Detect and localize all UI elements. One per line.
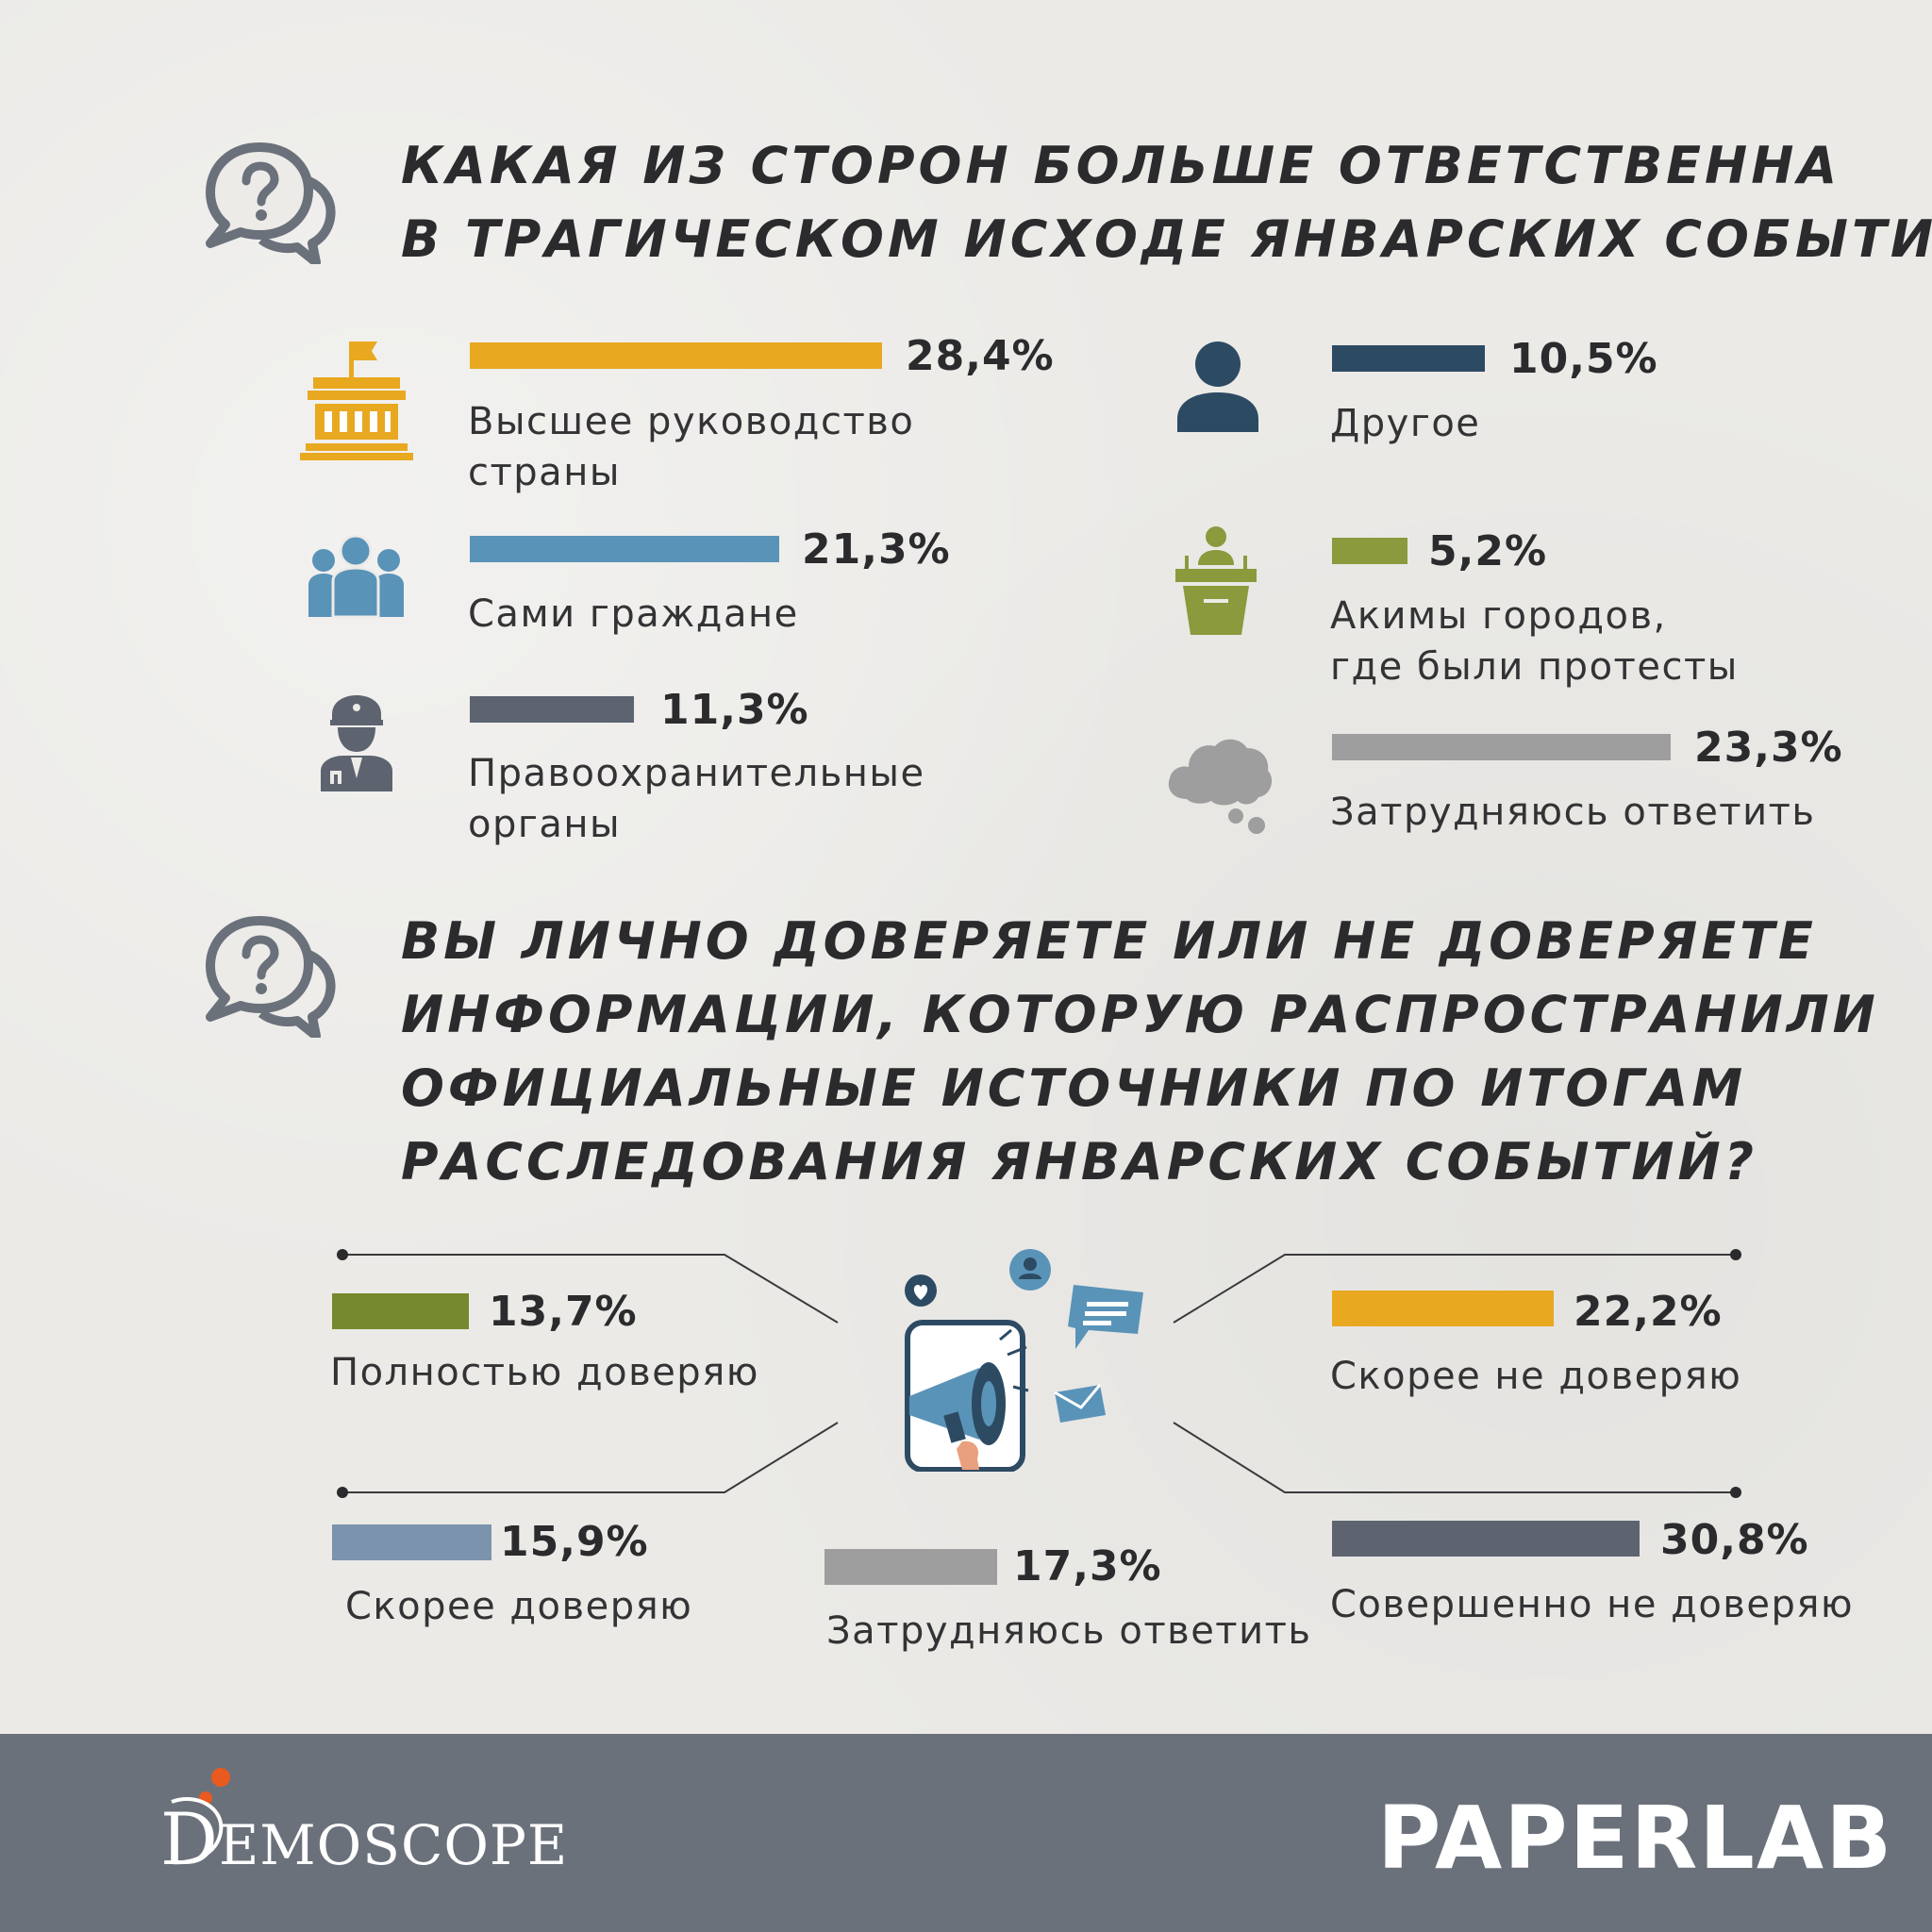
q1-bar-leadership: [470, 342, 883, 369]
thought-cloud-icon: [1168, 739, 1273, 834]
megaphone-phone-illustration: [905, 1249, 1143, 1472]
question-chat-icon: [206, 916, 336, 1038]
q1-value-citizens: 21,3%: [802, 525, 951, 574]
q2-bar-undecided: [824, 1549, 998, 1585]
q1-value-undecided: 23,3%: [1694, 724, 1843, 772]
q1-bar-akims: [1332, 538, 1408, 564]
question1-title-line1: КАКАЯ ИЗ СТОРОН БОЛЬШЕ ОТВЕТСТВЕННА: [401, 136, 1841, 195]
question2-title-line2: ИНФОРМАЦИИ, КОТОРУЮ РАСПРОСТРАНИЛИ: [401, 985, 1879, 1044]
q1-bar-law-enforcement: [470, 696, 635, 723]
footer-bar: [0, 1734, 1932, 1932]
police-officer-icon: [321, 695, 392, 791]
q1-label-akims-line1: Акимы городов,: [1330, 594, 1667, 638]
q1-value-other: 10,5%: [1509, 335, 1658, 383]
question2-title-line4: РАССЛЕДОВАНИЯ ЯНВАРСКИХ СОБЫТИЙ?: [401, 1132, 1757, 1191]
q2-bar-rather-distrust: [1332, 1291, 1555, 1326]
q1-label-undecided: Затрудняюсь ответить: [1330, 791, 1816, 834]
connector-lines: [337, 1249, 1741, 1498]
q2-label-rather-trust: Скорее доверяю: [345, 1585, 693, 1628]
speaker-podium-icon: [1175, 526, 1257, 635]
q2-value-fully-trust: 13,7%: [489, 1288, 638, 1336]
q1-label-citizens: Сами граждане: [468, 592, 799, 636]
q2-value-rather-trust: 15,9%: [500, 1518, 649, 1566]
q1-bar-undecided: [1332, 734, 1671, 760]
q1-label-law-enforcement-line2: органы: [468, 803, 622, 846]
question-chat-icon: [206, 142, 336, 264]
demoscope-logo-text: EMOSCOPE: [218, 1813, 569, 1877]
q1-label-leadership-line2: страны: [468, 451, 621, 494]
person-icon: [1177, 341, 1258, 432]
q2-label-fully-distrust: Совершенно не доверяю: [1330, 1583, 1855, 1626]
q2-bar-rather-trust: [332, 1524, 491, 1560]
demoscope-logo-d: D: [160, 1797, 219, 1881]
question2-title-line3: ОФИЦИАЛЬНЫЕ ИСТОЧНИКИ ПО ИТОГАМ: [401, 1058, 1747, 1118]
q2-value-fully-distrust: 30,8%: [1660, 1516, 1809, 1564]
q1-value-akims: 5,2%: [1428, 527, 1548, 575]
q2-label-undecided: Затрудняюсь ответить: [826, 1609, 1312, 1653]
q1-label-akims-line2: где были протесты: [1330, 645, 1739, 689]
people-group-icon: [308, 534, 404, 619]
q1-bar-citizens: [470, 536, 780, 562]
government-building-icon: [300, 341, 413, 460]
q1-value-law-enforcement: 11,3%: [660, 686, 809, 734]
q2-value-undecided: 17,3%: [1013, 1542, 1162, 1591]
background: [0, 0, 1932, 1734]
q1-label-leadership-line1: Высшее руководство: [468, 400, 915, 443]
q2-value-rather-distrust: 22,2%: [1574, 1288, 1723, 1336]
q2-label-rather-distrust: Скорее не доверяю: [1330, 1355, 1742, 1398]
q1-bar-other: [1332, 345, 1485, 372]
demoscope-logo-mark: [171, 1768, 230, 1865]
q1-value-leadership: 28,4%: [906, 332, 1055, 380]
question1-title-line2: В ТРАГИЧЕСКОМ ИСХОДЕ ЯНВАРСКИХ СОБЫТИЙ?: [401, 209, 1932, 269]
q2-label-fully-trust: Полностью доверяю: [330, 1351, 759, 1394]
q2-bar-fully-trust: [332, 1293, 470, 1329]
question2-title-line1: ВЫ ЛИЧНО ДОВЕРЯЕТЕ ИЛИ НЕ ДОВЕРЯЕТЕ: [401, 911, 1817, 971]
q2-bar-fully-distrust: [1332, 1521, 1641, 1557]
paperlab-logo: PAPERLAB: [1377, 1788, 1894, 1889]
q1-label-law-enforcement-line1: Правоохранительные: [468, 752, 925, 795]
demoscope-logo: DEMOSCOPE: [160, 1797, 568, 1881]
q1-label-other: Другое: [1330, 402, 1481, 445]
